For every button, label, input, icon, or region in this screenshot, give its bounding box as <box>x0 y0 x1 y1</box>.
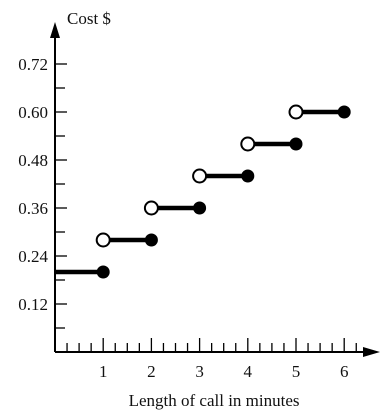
open-endpoint <box>240 136 256 152</box>
x-axis-title: Length of call in minutes <box>129 391 300 410</box>
step-segments <box>55 109 345 275</box>
y-tick-label: 0.60 <box>18 103 48 122</box>
x-tick-label: 2 <box>147 362 156 381</box>
closed-endpoint <box>337 105 351 119</box>
step-endpoints <box>95 104 351 279</box>
x-tick-label: 4 <box>244 362 253 381</box>
tick-labels: 1 2 3 4 5 6 0.12 0.24 0.36 0.48 0.60 0.72 <box>18 55 348 381</box>
open-endpoint <box>143 200 159 216</box>
open-endpoint <box>95 232 111 248</box>
axis-ticks <box>55 63 357 352</box>
x-tick-label: 5 <box>292 362 301 381</box>
y-tick-label: 0.48 <box>18 151 48 170</box>
y-tick-label: 0.12 <box>18 295 48 314</box>
y-axis-title: Cost $ <box>67 9 111 28</box>
open-endpoint <box>192 168 208 184</box>
x-tick-label: 6 <box>340 362 349 381</box>
y-tick-label: 0.36 <box>18 199 48 218</box>
closed-endpoint <box>193 201 207 215</box>
y-tick-label: 0.72 <box>18 55 48 74</box>
closed-endpoint <box>289 137 303 151</box>
x-tick-label: 1 <box>99 362 108 381</box>
closed-endpoint <box>96 265 110 279</box>
x-axis-arrowhead <box>363 347 380 357</box>
x-tick-label: 3 <box>195 362 204 381</box>
closed-endpoint <box>144 233 158 247</box>
y-tick-label: 0.24 <box>18 247 48 266</box>
axes <box>50 22 380 357</box>
y-axis-arrowhead <box>50 22 60 38</box>
open-endpoint <box>288 104 304 120</box>
closed-endpoint <box>241 169 255 183</box>
